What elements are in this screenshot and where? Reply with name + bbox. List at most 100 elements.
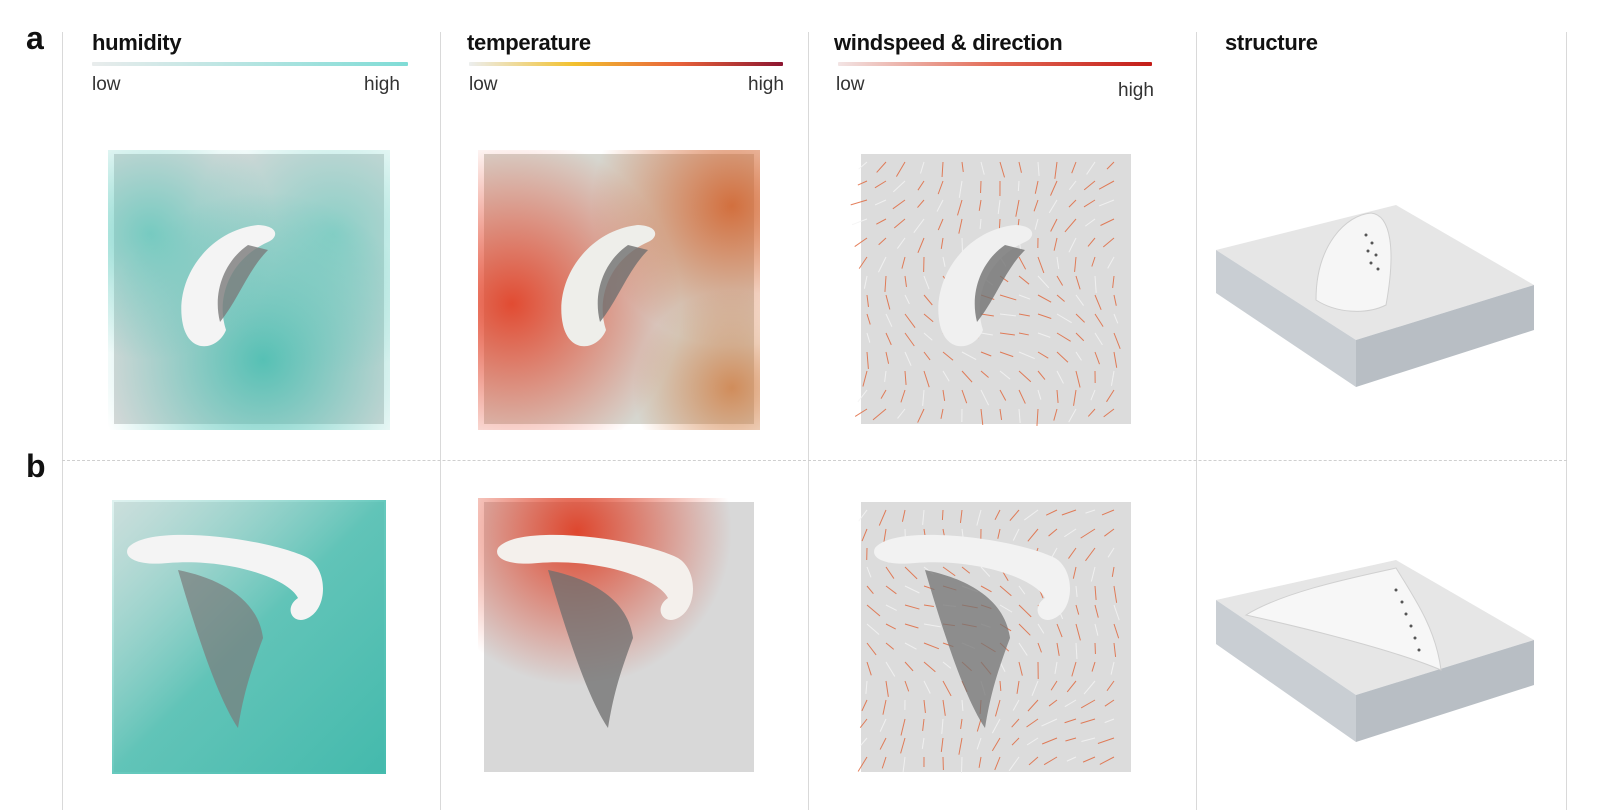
wind-vector — [923, 623, 941, 628]
wind-vector — [923, 661, 936, 673]
wind-vector — [884, 370, 887, 382]
wind-vector — [885, 661, 896, 677]
wind-vector — [904, 604, 920, 610]
wind-vector — [881, 756, 887, 769]
wind-vector — [1106, 389, 1115, 403]
wind-vector — [1056, 389, 1059, 403]
wind-vector — [1094, 585, 1097, 600]
wind-vector — [1082, 756, 1096, 763]
wind-vector — [904, 332, 915, 347]
wind-vector — [1054, 161, 1058, 179]
wind-vector — [892, 180, 906, 193]
wind-vector — [1056, 623, 1063, 638]
humidity-scale-low: low — [92, 74, 121, 95]
wind-vector — [917, 408, 925, 423]
wind-vector — [1080, 699, 1096, 709]
wind-vector — [904, 370, 907, 385]
wind-vector — [880, 389, 887, 399]
wind-vector — [1041, 737, 1058, 745]
wind-vector — [866, 642, 877, 656]
wind-vector — [857, 756, 868, 772]
wind-scale-low: low — [836, 74, 865, 95]
wind-vector — [1018, 275, 1030, 285]
wind-vector — [1050, 680, 1058, 691]
wind-vector — [980, 332, 993, 336]
wind-vector — [858, 161, 868, 170]
wind-vector — [1056, 351, 1069, 363]
wind-vector — [1075, 623, 1081, 641]
wind-vector — [976, 718, 982, 732]
wind-vector — [1037, 161, 1040, 176]
wind-vector — [1113, 642, 1117, 657]
wind-vector — [904, 642, 917, 650]
wind-vector — [1066, 680, 1077, 693]
wind-vector — [942, 661, 952, 669]
wind-vector — [1011, 737, 1020, 746]
wind-vector — [937, 180, 944, 195]
wind-vector — [1113, 313, 1119, 324]
temperature-scale-high: high — [748, 74, 784, 95]
wind-vector — [904, 680, 910, 692]
wind-vector — [942, 389, 946, 401]
wind-vector — [958, 218, 963, 234]
wind-vector — [1083, 680, 1096, 695]
wind-vector — [1083, 199, 1096, 208]
wind-vector — [866, 294, 869, 307]
wind-vector — [941, 509, 944, 521]
row-divider — [62, 460, 1567, 461]
wind-vector — [1100, 218, 1115, 226]
wind-vector — [879, 718, 887, 732]
wind-vector — [1110, 661, 1115, 675]
wind-vector — [1018, 642, 1028, 656]
wind-vector — [917, 180, 925, 191]
wind-vector — [1036, 408, 1039, 426]
wind-vector — [1099, 756, 1115, 765]
wind-vector — [999, 294, 1017, 301]
wind-vector — [885, 332, 892, 346]
wind-vector — [1086, 161, 1096, 175]
wind-vector — [885, 313, 893, 327]
wind-vector — [1094, 332, 1103, 346]
wind-vector — [1037, 313, 1052, 319]
wind-vector — [1017, 180, 1020, 192]
wind-vector — [980, 313, 994, 317]
wind-vector — [876, 218, 887, 225]
wind-vector — [1075, 332, 1085, 342]
wind-vector — [922, 389, 925, 406]
wind-vector — [1064, 718, 1077, 724]
wind-vector — [1023, 509, 1039, 521]
wind-vector — [1033, 199, 1039, 212]
wind-vector — [942, 566, 956, 577]
wind-vector — [999, 313, 1016, 317]
wind-vector — [917, 199, 925, 208]
wind-vector — [942, 370, 950, 382]
wind-vector — [854, 408, 868, 417]
wind-vector — [1012, 699, 1020, 711]
wind-vector — [901, 509, 906, 522]
column-divider — [808, 32, 809, 810]
wind-vector — [1048, 528, 1058, 537]
wind-vector — [1018, 389, 1026, 404]
wind-vector — [879, 737, 887, 750]
wind-vector — [1107, 256, 1115, 269]
wind-vector — [1090, 566, 1096, 582]
wind-vector — [885, 680, 889, 697]
wind-vector — [1018, 408, 1021, 423]
wind-vector — [1064, 218, 1077, 233]
temperature-map-b — [478, 498, 760, 778]
wind-color-scale — [838, 62, 1152, 66]
wind-vector — [942, 256, 946, 267]
wind-vector — [1094, 351, 1100, 365]
temperature-map-a — [478, 150, 760, 430]
wind-vector — [1027, 528, 1039, 542]
wind-vector — [1026, 737, 1039, 746]
wind-vector — [874, 199, 887, 206]
wind-vector — [866, 623, 880, 635]
wind-vector — [1103, 408, 1115, 418]
wind-vector — [1111, 566, 1115, 577]
wind-vector — [942, 680, 952, 697]
wind-vector — [980, 566, 991, 577]
column-divider — [440, 32, 441, 810]
wind-vector — [1011, 718, 1020, 728]
wind-vector — [904, 294, 910, 305]
